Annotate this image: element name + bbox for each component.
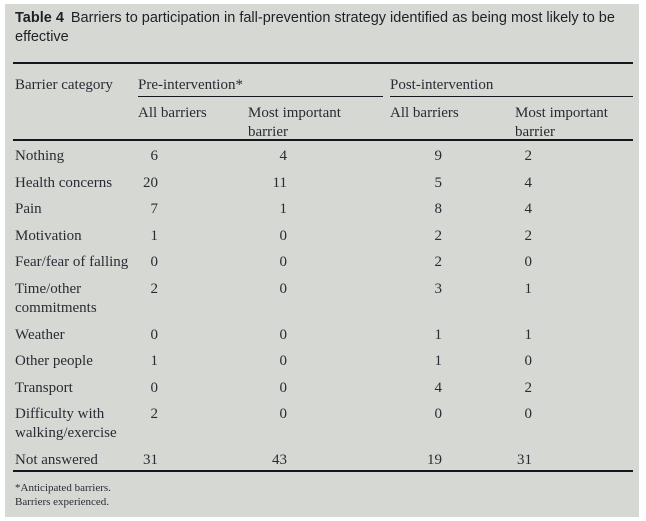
- cell-value: 1: [150, 227, 159, 244]
- row-label: Transport: [15, 379, 73, 396]
- cell-value: 4: [279, 148, 288, 164]
- row-label: Fear/fear of falling: [15, 254, 129, 271]
- cell-value: 0: [279, 379, 288, 396]
- table-row: Difficulty with walking/exercise 2 0 0 0: [15, 405, 633, 443]
- cell-value: 0: [150, 379, 159, 396]
- cell-value: 1: [279, 201, 288, 218]
- cell-value: 4: [524, 174, 533, 191]
- cell-value: 2: [150, 280, 159, 297]
- table-row: Nothing 6 4 9 2: [15, 147, 633, 166]
- cell-value: 1: [150, 353, 159, 370]
- cell-value: 0: [150, 326, 159, 343]
- cell-value: 6: [150, 148, 159, 164]
- cell-value: 20: [143, 174, 158, 191]
- cell-value: 0: [279, 326, 288, 343]
- table-row: Pain 7 1 8 4: [15, 200, 633, 219]
- cell-value: 19: [427, 451, 442, 468]
- rule-header-bottom: [13, 139, 633, 141]
- row-label: Time/other commitments: [15, 280, 97, 316]
- cell-value: 0: [434, 406, 443, 423]
- table-row: Health concerns 20 11 5 4: [15, 174, 633, 193]
- table-number: Table 4: [15, 10, 64, 26]
- cell-value: 1: [434, 326, 443, 343]
- cell-value: 0: [279, 254, 288, 271]
- table-row: Motivation 1 0 2 2: [15, 227, 633, 246]
- group-header-post-intervention: Post-intervention: [390, 77, 494, 93]
- cell-value: 0: [279, 227, 288, 244]
- cell-value: 0: [279, 406, 288, 423]
- cell-value: 43: [272, 451, 287, 468]
- cell-value: 1: [524, 280, 533, 297]
- cell-value: 11: [272, 174, 287, 191]
- column-header-post-all-barriers: All barriers: [390, 105, 459, 121]
- cell-value: 0: [524, 254, 533, 271]
- cell-value: 31: [517, 451, 532, 468]
- cell-value: 7: [150, 201, 159, 218]
- rule-bottom: [13, 470, 633, 472]
- row-label: Pain: [15, 201, 42, 218]
- cell-value: 3: [434, 280, 443, 297]
- cell-value: 2: [524, 227, 533, 244]
- column-header-pre-most-important: Most important barrier: [248, 105, 341, 140]
- row-label: Health concerns: [15, 174, 113, 191]
- table-row: Not answered 31 43 19 31: [15, 451, 633, 470]
- cell-value: 9: [434, 148, 443, 164]
- row-label: Not answered: [15, 451, 98, 468]
- row-label: Weather: [15, 326, 65, 343]
- cell-value: 1: [434, 353, 443, 370]
- cell-value: 0: [524, 353, 533, 370]
- cell-value: 0: [150, 254, 159, 271]
- rule-under-post-intervention: [390, 96, 633, 97]
- column-header-pre-all-barriers: All barriers: [138, 105, 207, 121]
- cell-value: 2: [150, 406, 159, 423]
- cell-value: 2: [524, 379, 533, 396]
- cell-value: 0: [524, 406, 533, 423]
- row-label: Nothing: [15, 148, 65, 164]
- cell-value: 5: [434, 174, 443, 191]
- table-footnotes: *Anticipated barriers. Barriers experien…: [15, 482, 111, 508]
- cell-value: 8: [434, 201, 443, 218]
- table-row: Time/other commitments 2 0 3 1: [15, 280, 633, 318]
- table-row: Other people 1 0 1 0: [15, 352, 633, 371]
- cell-value: 4: [434, 379, 443, 396]
- column-header-barrier-category: Barrier category: [15, 77, 113, 93]
- row-label: Motivation: [15, 227, 82, 244]
- cell-value: 0: [279, 280, 288, 297]
- cell-value: 31: [143, 451, 158, 468]
- cell-value: 2: [434, 254, 443, 271]
- table-row: Transport 0 0 4 2: [15, 379, 633, 398]
- cell-value: 2: [524, 148, 533, 164]
- table-caption: Table 4 Barriers to participation in fall…: [15, 9, 615, 47]
- cell-value: 2: [434, 227, 443, 244]
- column-header-post-most-important: Most important barrier: [515, 105, 608, 140]
- table-row: Fear/fear of falling 0 0 2 0: [15, 253, 633, 272]
- cell-value: 1: [524, 326, 533, 343]
- rule-top: [13, 62, 633, 64]
- row-label: Other people: [15, 353, 93, 370]
- cell-value: 4: [524, 201, 533, 218]
- table-panel: [5, 4, 639, 517]
- row-label: Difficulty with walking/exercise: [15, 406, 117, 442]
- rule-under-pre-intervention: [138, 96, 383, 97]
- table-row: Weather 0 0 1 1: [15, 326, 633, 345]
- table-caption-text: Barriers to participation in fall-preven…: [15, 10, 615, 45]
- table-body: Nothing 6 4 9 2 Health concerns 20 11 5 4 Pain 7 1 8 4…: [15, 147, 633, 478]
- group-header-pre-intervention: Pre-intervention*: [138, 77, 243, 93]
- cell-value: 0: [279, 353, 288, 370]
